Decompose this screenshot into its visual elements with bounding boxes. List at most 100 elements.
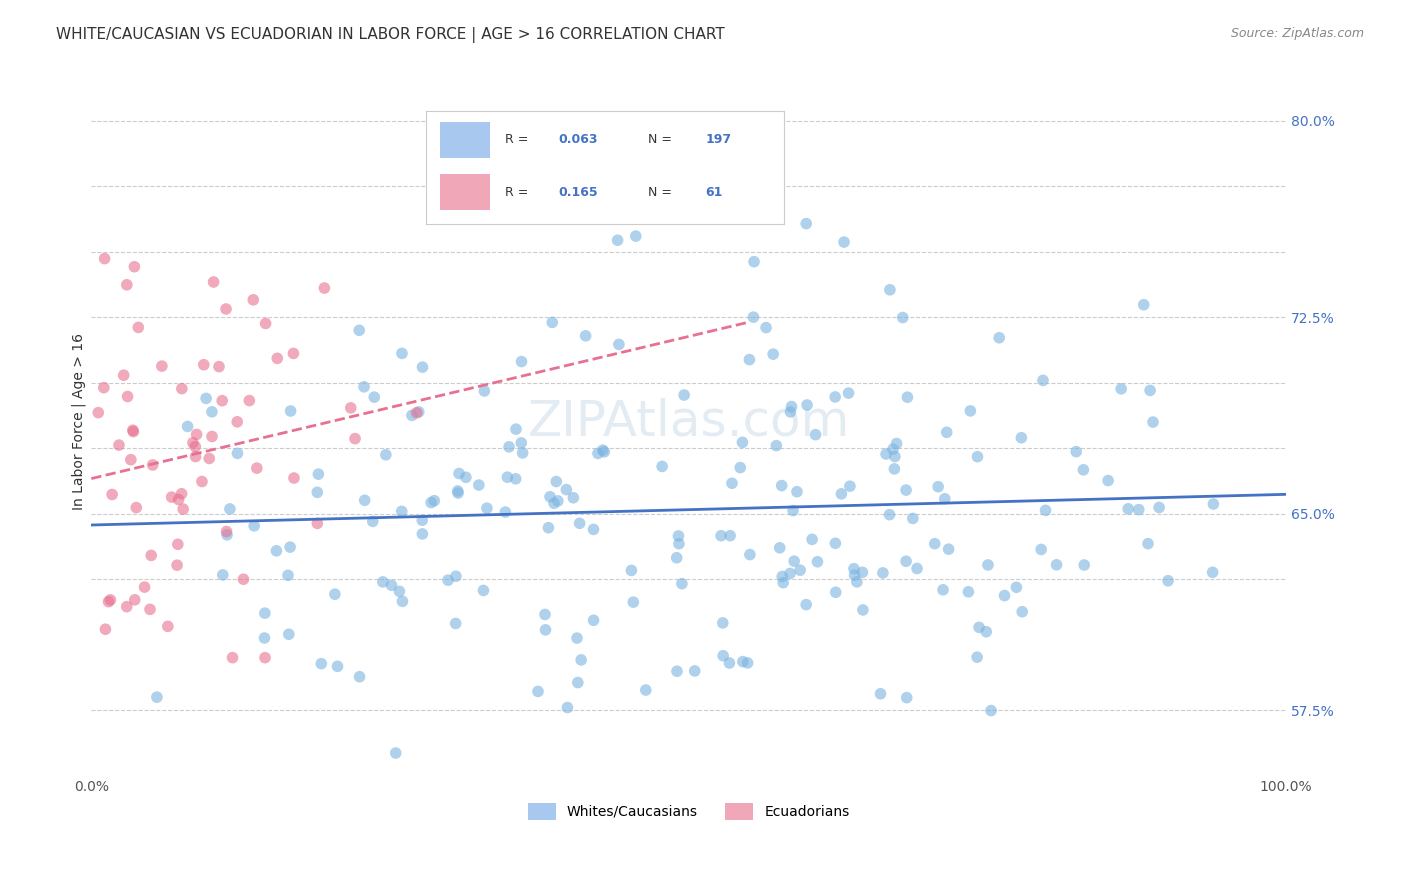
Point <box>120 452 142 467</box>
Point <box>824 585 846 599</box>
Point <box>592 443 614 458</box>
Point <box>512 446 534 460</box>
Point <box>226 415 249 429</box>
Point <box>988 331 1011 345</box>
Point <box>160 490 183 504</box>
Point <box>166 537 188 551</box>
Point <box>125 500 148 515</box>
Point <box>894 554 917 568</box>
Point <box>872 566 894 580</box>
Point <box>437 573 460 587</box>
Point <box>547 494 569 508</box>
Point <box>172 502 194 516</box>
Point <box>718 656 741 670</box>
Text: ZIPAtlas.com: ZIPAtlas.com <box>527 398 849 446</box>
Point <box>468 478 491 492</box>
Point <box>326 659 349 673</box>
Point <box>1128 502 1150 516</box>
Point <box>215 301 238 316</box>
Point <box>1142 415 1164 429</box>
Point <box>344 432 367 446</box>
Point <box>794 598 817 612</box>
Point <box>901 511 924 525</box>
Point <box>170 382 193 396</box>
Point <box>447 486 470 500</box>
Point <box>557 700 579 714</box>
Point <box>772 575 794 590</box>
Point <box>980 704 1002 718</box>
Point <box>534 623 557 637</box>
Point <box>314 281 336 295</box>
Point <box>742 310 765 325</box>
Point <box>181 435 204 450</box>
Point <box>266 351 288 366</box>
Point <box>411 513 433 527</box>
Point <box>938 542 960 557</box>
Point <box>668 537 690 551</box>
Point <box>283 471 305 485</box>
Point <box>127 320 149 334</box>
Point <box>896 390 918 404</box>
Point <box>412 360 434 375</box>
Point <box>363 390 385 404</box>
Point <box>779 405 801 419</box>
Point <box>505 422 527 436</box>
Point <box>824 536 846 550</box>
Point <box>115 599 138 614</box>
Point <box>278 540 301 554</box>
Point <box>226 446 249 460</box>
Point <box>569 653 592 667</box>
Point <box>498 440 520 454</box>
Point <box>454 470 477 484</box>
Point <box>449 467 471 481</box>
Point <box>195 392 218 406</box>
Point <box>769 541 792 555</box>
Point <box>606 233 628 247</box>
Point <box>924 537 946 551</box>
Point <box>538 490 561 504</box>
Point <box>186 427 208 442</box>
Point <box>1032 373 1054 387</box>
Y-axis label: In Labor Force | Age > 16: In Labor Force | Age > 16 <box>72 334 86 510</box>
Point <box>731 655 754 669</box>
Point <box>339 401 361 415</box>
Point <box>150 359 173 373</box>
Point <box>621 595 644 609</box>
Point <box>510 435 533 450</box>
Point <box>283 346 305 360</box>
Point <box>166 558 188 573</box>
Point <box>565 631 588 645</box>
Point <box>184 440 207 454</box>
Point <box>844 568 866 582</box>
Point <box>198 451 221 466</box>
Point <box>852 603 875 617</box>
Point <box>311 657 333 671</box>
Point <box>97 594 120 608</box>
Point <box>101 487 124 501</box>
Point <box>934 491 956 506</box>
Point <box>668 529 690 543</box>
Point <box>472 583 495 598</box>
Point <box>671 576 693 591</box>
Point <box>246 461 269 475</box>
Point <box>1031 542 1053 557</box>
Text: WHITE/CAUCASIAN VS ECUADORIAN IN LABOR FORCE | AGE > 16 CORRELATION CHART: WHITE/CAUCASIAN VS ECUADORIAN IN LABOR F… <box>56 27 725 43</box>
Point <box>830 487 852 501</box>
Point <box>254 317 277 331</box>
Point <box>108 438 131 452</box>
Point <box>1010 431 1032 445</box>
Point <box>277 627 299 641</box>
Point <box>832 235 855 249</box>
Point <box>184 450 207 464</box>
Point <box>993 589 1015 603</box>
Point <box>1136 536 1159 550</box>
Point <box>447 483 470 498</box>
Point <box>347 323 370 337</box>
Point <box>156 619 179 633</box>
Point <box>219 502 242 516</box>
Point <box>966 450 988 464</box>
Point <box>401 409 423 423</box>
Point <box>527 684 550 698</box>
Point <box>122 425 145 439</box>
Point <box>141 549 163 563</box>
